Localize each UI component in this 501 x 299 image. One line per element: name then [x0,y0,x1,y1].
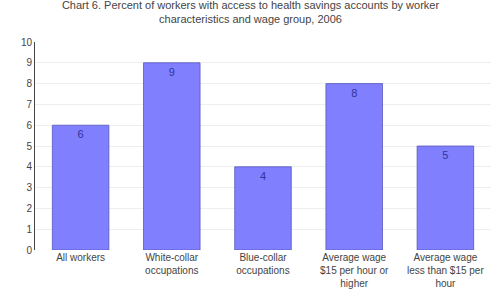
svg-text:Blue-collaroccupations: Blue-collaroccupations [236,252,289,276]
svg-text:10: 10 [21,37,33,48]
svg-text:White-collaroccupations: White-collaroccupations [145,252,199,276]
svg-text:8: 8 [26,78,32,89]
svg-text:5: 5 [442,149,448,161]
svg-text:Average wageless than $15 perh: Average wageless than $15 perhour [407,252,484,289]
svg-text:7: 7 [26,99,32,110]
svg-text:9: 9 [169,66,175,78]
svg-text:4: 4 [26,161,32,172]
svg-text:9: 9 [26,57,32,68]
svg-text:5: 5 [26,141,32,152]
svg-text:6: 6 [26,120,32,131]
svg-text:0: 0 [26,245,32,256]
svg-text:1: 1 [26,224,32,235]
svg-text:Average wage$15 per hour orhig: Average wage$15 per hour orhigher [320,252,389,289]
svg-text:6: 6 [78,128,84,140]
svg-text:Chart 6. Percent of workers wi: Chart 6. Percent of workers with access … [62,0,440,25]
svg-text:4: 4 [260,170,266,182]
svg-text:2: 2 [26,203,32,214]
svg-text:All workers: All workers [56,252,105,263]
svg-text:3: 3 [26,182,32,193]
svg-text:8: 8 [351,87,357,99]
